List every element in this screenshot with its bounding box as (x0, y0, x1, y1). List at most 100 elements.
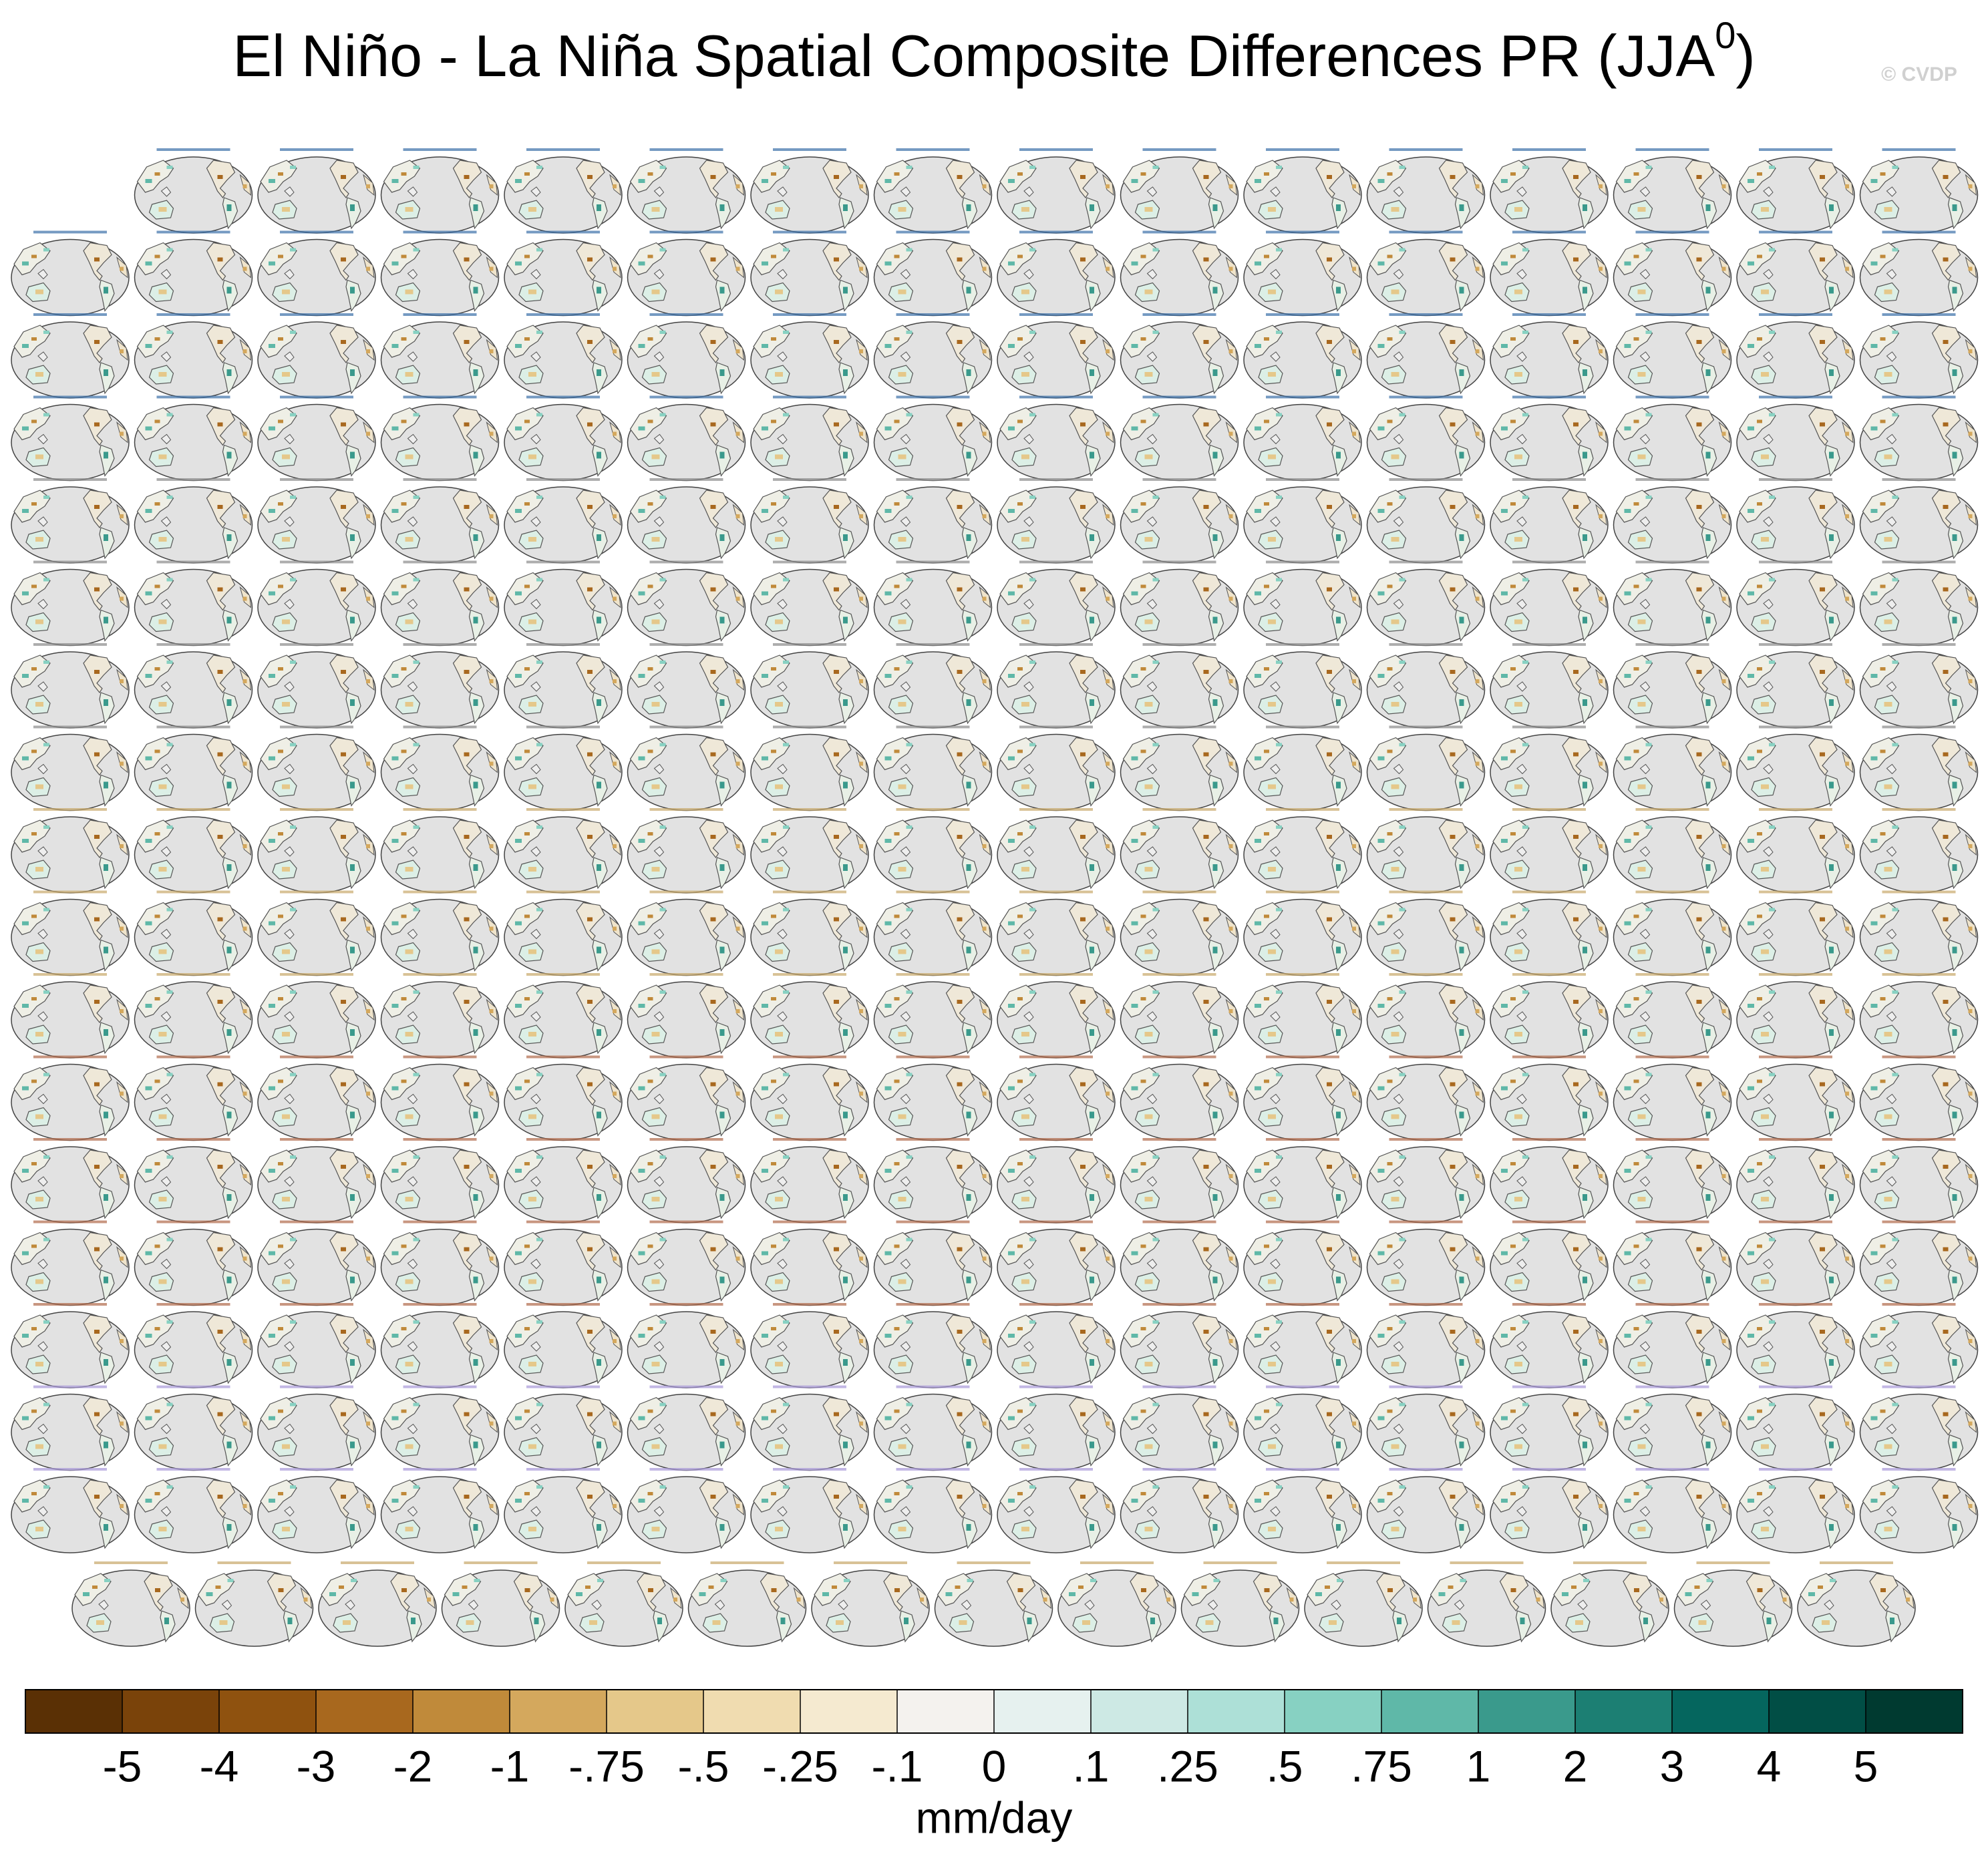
panel-title (526, 560, 600, 564)
panel-title (1635, 395, 1709, 399)
panel-title (526, 643, 600, 646)
panel-title (1389, 1303, 1463, 1306)
panel-map (1613, 733, 1732, 811)
panel-title (464, 1561, 538, 1564)
panel-title (1882, 313, 1956, 316)
panel-map (1243, 1228, 1362, 1306)
panel-map (997, 321, 1116, 399)
panel-title (1512, 230, 1586, 234)
panel-map (11, 1228, 130, 1306)
panel-title (1512, 1385, 1586, 1388)
panel-title (1759, 478, 1832, 481)
panel-map (1859, 816, 1979, 894)
panel-title (649, 1303, 723, 1306)
panel-title (1142, 1055, 1216, 1059)
panel-map (1490, 733, 1609, 811)
panel-title (1389, 890, 1463, 894)
colorbar-box (25, 1690, 123, 1733)
panel-title (1266, 230, 1339, 234)
panel-map (750, 1228, 869, 1306)
panel-map (1613, 816, 1732, 894)
panel-title (1512, 395, 1586, 399)
panel-map (1366, 981, 1486, 1059)
panel-title (403, 1468, 477, 1471)
panel-title (1142, 478, 1216, 481)
panel-title (1142, 808, 1216, 811)
panel-map (1736, 1476, 1855, 1553)
panel-map (1613, 1146, 1732, 1224)
colorbar-tick-label: 2 (1563, 1741, 1588, 1791)
panel-title (526, 148, 600, 151)
colorbar-tick-label: 4 (1757, 1741, 1782, 1791)
panel-title (403, 1385, 477, 1388)
panel-map (257, 1393, 376, 1471)
panel-map (257, 733, 376, 811)
panel-title (1635, 973, 1709, 976)
panel-map (504, 651, 623, 729)
panel-title (403, 973, 477, 976)
panel-title (156, 1138, 230, 1141)
panel-title (280, 973, 353, 976)
panel-title (1142, 148, 1216, 151)
panel-title (1635, 1220, 1709, 1224)
panel-map (627, 651, 746, 729)
panel-title (1266, 560, 1339, 564)
panel-map (1490, 156, 1609, 234)
panel-map (257, 568, 376, 646)
panel-title (1759, 148, 1832, 151)
panel-title (1142, 1303, 1216, 1306)
panel-map (380, 1063, 500, 1141)
panel-title (403, 313, 477, 316)
panel-title (896, 1468, 970, 1471)
panel-title (1266, 1385, 1339, 1388)
panel-map (1366, 816, 1486, 894)
panel-map (1613, 1063, 1732, 1141)
panel-map (11, 1063, 130, 1141)
panel-map (873, 898, 993, 976)
panel-title (403, 478, 477, 481)
colorbar-tick-label: .25 (1157, 1741, 1218, 1791)
panel-map (873, 568, 993, 646)
panel-title (649, 148, 723, 151)
panel-map (134, 568, 253, 646)
panel-map (1490, 1228, 1609, 1306)
panel-title (526, 230, 600, 234)
panel-map (1243, 156, 1362, 234)
panel-map (11, 733, 130, 811)
panel-map (1427, 1569, 1546, 1647)
panel-map (1859, 733, 1979, 811)
panel-map (750, 1476, 869, 1553)
panel-title (526, 725, 600, 729)
panel-title (403, 1055, 477, 1059)
panel-title (341, 1561, 414, 1564)
panel-title (1019, 808, 1093, 811)
panel-title (1142, 725, 1216, 729)
colorbar-box (1769, 1690, 1866, 1733)
colorbar-tick-label: .1 (1072, 1741, 1109, 1791)
panel-title (773, 560, 846, 564)
panel-title (1389, 395, 1463, 399)
panel-title (1142, 395, 1216, 399)
colorbar-box (1285, 1690, 1382, 1733)
panel-map (380, 898, 500, 976)
panel-map (134, 1228, 253, 1306)
panel-map (627, 733, 746, 811)
panel-title (1882, 395, 1956, 399)
panel-title (1512, 313, 1586, 316)
panel-title (156, 808, 230, 811)
panel-title (1019, 1055, 1093, 1059)
panel-title (896, 973, 970, 976)
panel-map (318, 1569, 437, 1647)
panel-title (1266, 1055, 1339, 1059)
panel-map (873, 1476, 993, 1553)
panel-title (1635, 808, 1709, 811)
panel-title (649, 1220, 723, 1224)
panel-map (1490, 403, 1609, 482)
panel-map (11, 898, 130, 976)
panel-title (403, 643, 477, 646)
panel-title (280, 313, 353, 316)
panel-map (11, 238, 130, 317)
panel-title (649, 560, 723, 564)
panel-map (1490, 238, 1609, 317)
panel-map (504, 1063, 623, 1141)
